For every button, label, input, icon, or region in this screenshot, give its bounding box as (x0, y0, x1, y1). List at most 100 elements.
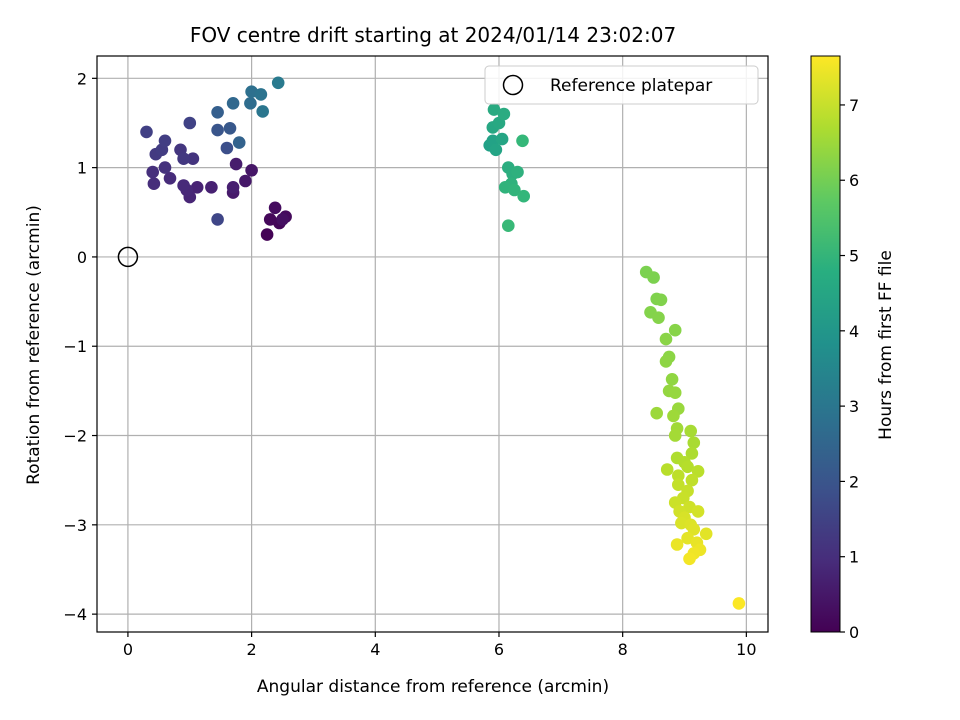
data-point (687, 523, 701, 536)
reference-marker-layer (117, 246, 139, 268)
data-point (691, 505, 705, 518)
colorbar-tick-label: 1 (849, 548, 859, 567)
y-tick-label: 2 (77, 69, 87, 88)
x-tick-label: 8 (618, 640, 628, 659)
data-point (177, 152, 190, 165)
data-point (683, 552, 696, 566)
data-point (177, 179, 190, 192)
plot-frame (96, 55, 769, 633)
data-point (211, 123, 224, 137)
data-point (495, 132, 509, 146)
legend-entry-reference: Reference platepar (550, 76, 712, 96)
data-point (652, 311, 665, 325)
data-point (226, 181, 240, 194)
x-tick-label: 6 (494, 640, 504, 659)
data-point (660, 463, 674, 476)
y-tick-label: 1 (77, 159, 87, 178)
reference-platepar-marker (117, 246, 139, 268)
data-point (256, 105, 270, 118)
data-point (260, 228, 274, 241)
y-tick-label: −2 (63, 427, 87, 446)
colorbar-tick-label: 0 (849, 623, 859, 642)
x-axis-ticks: 0 2 4 6 8 10 (123, 632, 757, 659)
data-points (140, 76, 746, 610)
data-point (254, 88, 268, 101)
data-point (516, 134, 529, 148)
colorbar-gradient (810, 55, 841, 633)
colorbar-tick-label: 7 (849, 96, 859, 115)
data-point (186, 152, 200, 165)
data-point (268, 201, 282, 215)
colorbar-label: Hours from first FF file (876, 250, 896, 440)
data-point (647, 271, 660, 284)
data-point (659, 332, 673, 346)
data-point (244, 97, 257, 110)
data-point (668, 386, 682, 400)
data-point (211, 213, 224, 226)
legend: Reference platepar (484, 65, 759, 105)
data-point (691, 465, 705, 478)
data-point (511, 165, 524, 179)
data-point (158, 161, 172, 174)
data-point (276, 213, 289, 226)
data-point (146, 165, 159, 179)
data-point (158, 134, 172, 148)
y-axis-ticks: 2 1 0 −1 −2 −3 −4 (63, 69, 97, 624)
data-point (672, 469, 685, 483)
data-point (140, 125, 153, 139)
colorbar-tick-label: 5 (849, 247, 859, 266)
data-point (211, 106, 224, 119)
data-point (675, 516, 688, 530)
y-tick-label: −3 (63, 516, 87, 535)
data-point (668, 429, 682, 442)
data-point (667, 409, 680, 423)
legend-box (484, 65, 759, 105)
x-tick-label: 2 (247, 640, 257, 659)
data-point (668, 323, 682, 337)
data-point (205, 181, 218, 194)
data-point (685, 473, 699, 487)
legend-marker-reference (502, 74, 524, 96)
y-tick-label: 0 (77, 248, 87, 267)
data-point (517, 189, 530, 203)
data-point (654, 293, 668, 307)
x-tick-label: 4 (370, 640, 380, 659)
data-point (229, 157, 243, 171)
x-tick-label: 0 (123, 640, 133, 659)
y-tick-label: −4 (63, 605, 87, 624)
data-point (239, 174, 252, 188)
colorbar-ticks: 0 1 2 3 4 5 6 7 (840, 96, 859, 642)
data-point (685, 447, 699, 460)
data-point (672, 478, 685, 492)
data-point (665, 373, 679, 386)
data-point (147, 177, 161, 190)
data-point (502, 219, 515, 232)
data-point (489, 143, 503, 157)
data-point (220, 141, 234, 155)
data-point (659, 355, 673, 368)
data-point (163, 172, 177, 185)
colorbar-tick-label: 4 (849, 322, 859, 341)
y-tick-label: −1 (63, 337, 87, 356)
data-point (684, 424, 697, 438)
data-point (497, 107, 511, 121)
x-axis-label: Angular distance from reference (arcmin) (257, 677, 609, 697)
data-point (687, 436, 701, 450)
data-point (487, 103, 501, 116)
data-point (232, 136, 246, 149)
colorbar-tick-label: 2 (849, 472, 859, 491)
chart-title: FOV centre drift starting at 2024/01/14 … (190, 23, 676, 47)
data-point (245, 164, 258, 177)
x-tick-label: 10 (736, 640, 756, 659)
data-point (508, 183, 521, 197)
colorbar-tick-label: 6 (849, 171, 859, 190)
data-point (263, 213, 277, 226)
grid-lines (97, 56, 768, 632)
data-point (223, 122, 237, 135)
data-point (183, 116, 197, 130)
data-point (271, 76, 285, 90)
data-point (226, 97, 240, 110)
colorbar: 0 1 2 3 4 5 6 7 Hours from first FF file (810, 55, 896, 642)
